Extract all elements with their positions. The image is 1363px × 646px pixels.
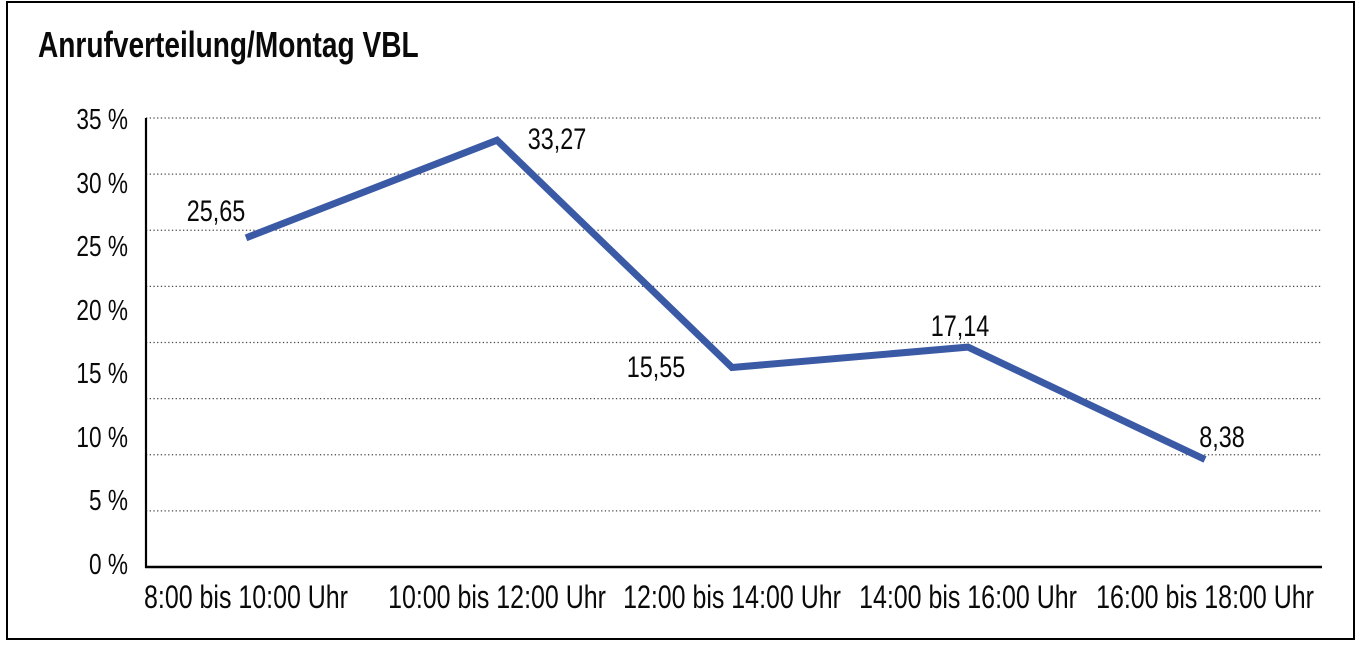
data-label: 33,27 (527, 123, 587, 156)
data-label: 8,38 (1199, 421, 1245, 454)
x-tick-label: 16:00 bis 18:00 Uhr (1096, 579, 1314, 615)
x-tick-label: 14:00 bis 16:00 Uhr (859, 579, 1077, 615)
data-label: 17,14 (930, 310, 990, 343)
y-tick-label: 20 % (76, 294, 128, 327)
chart-frame-border (6, 1, 1355, 640)
y-tick-label: 30 % (76, 167, 128, 200)
data-label: 15,55 (626, 351, 686, 384)
chart-title: Anrufverteilung/Montag VBL (38, 24, 419, 65)
x-tick-label: 10:00 bis 12:00 Uhr (388, 579, 606, 615)
y-tick-label: 10 % (76, 421, 128, 454)
x-tick-label: 8:00 bis 10:00 Uhr (144, 579, 348, 615)
y-tick-label: 15 % (76, 358, 128, 391)
data-label: 25,65 (186, 195, 246, 228)
data-line (244, 136, 1207, 463)
y-tick-label: 5 % (89, 485, 128, 518)
y-tick-label: 0 % (89, 549, 128, 581)
y-tick-label: 35 % (76, 104, 128, 136)
x-tick-label: 12:00 bis 14:00 Uhr (623, 579, 841, 615)
y-tick-label: 25 % (76, 231, 128, 264)
